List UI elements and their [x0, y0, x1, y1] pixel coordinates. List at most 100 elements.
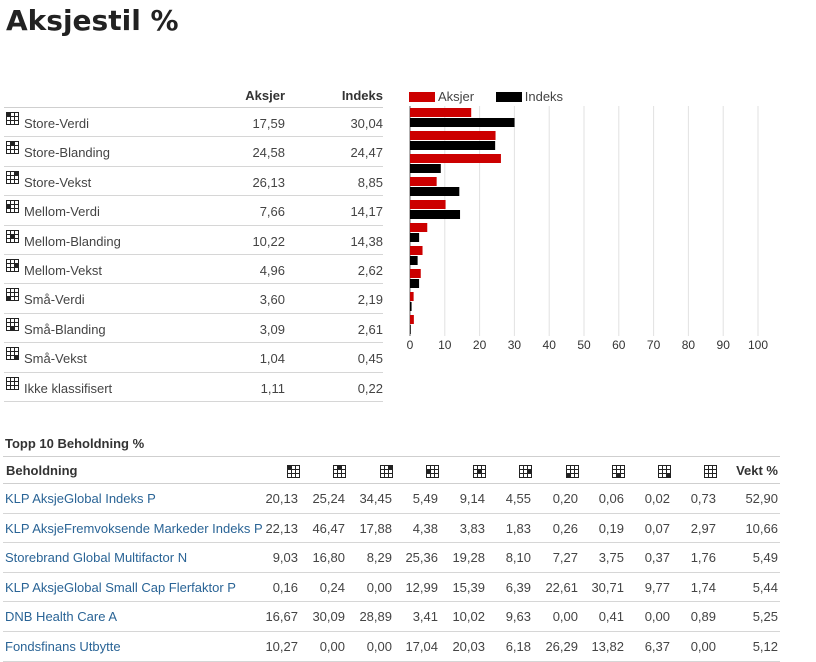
style-row: Mellom-Blanding 10,22 14,38: [4, 226, 383, 255]
style-row-label: Store-Blanding: [24, 145, 110, 161]
col-header-beholdning: Beholdning: [6, 463, 78, 478]
bar-aksjer-3: [410, 177, 437, 186]
style-row-icon-wrap: [6, 376, 19, 390]
holding-style-value: 1,83: [505, 520, 531, 536]
style-row-icon-wrap: [6, 170, 19, 184]
style-box-large-value-icon: [6, 112, 19, 125]
holding-style-value: 22,61: [545, 579, 578, 595]
holdings-title: Topp 10 Beholdning %: [5, 436, 145, 451]
style-box-mid-growth-icon: [519, 465, 532, 478]
holding-style-value: 17,04: [405, 638, 438, 654]
style-row-aksjer-value: 1,11: [260, 380, 285, 396]
style-row-indeks-value: 8,85: [357, 174, 383, 190]
holding-style-value: 28,89: [359, 609, 392, 625]
holdings-col-icon-wrap: [658, 465, 671, 478]
holding-style-value: 16,67: [265, 609, 298, 625]
style-row-indeks-value: 24,47: [350, 145, 383, 161]
holding-weight-value: 5,49: [752, 550, 778, 566]
bar-aksjer-0: [410, 108, 472, 117]
style-row-icon-wrap: [6, 229, 19, 243]
style-row: Mellom-Verdi 7,66 14,17: [4, 196, 383, 226]
holdings-col-icon-wrap: [333, 465, 346, 478]
style-box-mid-blend-icon: [6, 229, 19, 243]
holding-style-value: 10,27: [265, 638, 298, 654]
holding-style-value: 26,29: [545, 638, 578, 654]
holding-style-value: 0,00: [366, 638, 392, 654]
holding-weight-value: 5,12: [752, 638, 778, 654]
bar-indeks-8: [410, 302, 412, 311]
holding-row: DNB Health Care A 16,67 30,09 28,89 3,41 10,0…: [3, 602, 780, 632]
holdings-col-icon-wrap: [380, 465, 393, 478]
style-row-label: Små-Verdi: [24, 292, 85, 308]
holdings-col-icon-wrap: [473, 465, 486, 478]
holding-style-value: 0,19: [598, 520, 624, 536]
holding-style-value: 0,73: [690, 491, 716, 506]
holding-style-value: 30,09: [312, 609, 345, 625]
holding-style-value: 0,06: [598, 491, 624, 506]
holding-name-link[interactable]: KLP AksjeFremvoksende Markeder Indeks P: [5, 520, 263, 536]
bar-aksjer-1: [410, 131, 496, 140]
col-header-indeks: Indeks: [341, 88, 383, 103]
style-row-indeks-value: 30,04: [350, 116, 383, 131]
holding-style-value: 19,28: [452, 550, 485, 566]
style-row-icon-wrap: [6, 112, 19, 125]
style-row-icon-wrap: [6, 288, 19, 302]
style-row: Store-Verdi 17,59 30,04: [4, 108, 383, 138]
x-tick-label-90: 90: [717, 338, 731, 352]
holding-weight-value: 10,66: [745, 520, 778, 536]
holding-style-value: 7,27: [552, 550, 578, 566]
style-row-icon-wrap: [6, 200, 19, 214]
style-box-large-growth-icon: [380, 465, 393, 478]
style-row-icon-wrap: [6, 347, 19, 361]
page-title: Aksjestil %: [6, 4, 179, 37]
holding-style-value: 1,76: [690, 550, 716, 566]
holdings-col-icon-wrap: [426, 465, 439, 478]
style-box-large-value-icon: [287, 465, 300, 478]
style-table: Aksjer Indeks Store-Verdi 17,59 30,04 Store…: [4, 84, 383, 402]
style-row-indeks-value: 14,38: [350, 233, 383, 249]
style-row: Ikke klassifisert 1,11 0,22: [4, 373, 383, 402]
style-row-label: Store-Verdi: [24, 116, 90, 131]
holding-name-link[interactable]: KLP AksjeGlobal Small Cap Flerfaktor P: [5, 579, 236, 595]
holdings-col-icon-wrap: [566, 465, 579, 478]
style-row-indeks-value: 2,19: [357, 292, 383, 308]
style-row-indeks-value: 2,62: [357, 262, 383, 278]
holding-style-value: 9,63: [505, 609, 531, 625]
holding-name-link[interactable]: Storebrand Global Multifactor N: [5, 550, 188, 566]
bar-indeks-9: [410, 325, 411, 334]
legend-swatch-indeks: [495, 91, 522, 102]
holding-style-value: 3,75: [598, 550, 624, 566]
style-row-label: Små-Vekst: [24, 351, 87, 367]
holding-row: Fondsfinans Utbytte 10,27 0,00 0,00 17,04 20,…: [3, 632, 780, 662]
x-tick-label-30: 30: [508, 338, 522, 352]
holding-name-link[interactable]: KLP AksjeGlobal Indeks P: [5, 491, 156, 506]
holding-style-value: 0,37: [644, 550, 670, 566]
legend-label-indeks: Indeks: [524, 89, 564, 104]
x-tick-label-40: 40: [543, 338, 557, 352]
style-box-empty-icon: [6, 376, 19, 390]
holding-name-link[interactable]: Fondsfinans Utbytte: [5, 638, 121, 654]
holding-style-value: 2,97: [690, 520, 716, 536]
bar-aksjer-6: [410, 246, 423, 255]
holding-style-value: 0,20: [552, 491, 578, 506]
x-tick-label-10: 10: [438, 338, 452, 352]
style-row-label: Mellom-Blanding: [24, 233, 121, 249]
holding-name-link[interactable]: DNB Health Care A: [5, 609, 117, 625]
col-header-vekt: Vekt %: [736, 463, 778, 478]
holding-row: KLP AksjeGlobal Small Cap Flerfaktor P 0,…: [3, 573, 780, 603]
holding-row: KLP AksjeFremvoksende Markeder Indeks P 2…: [3, 514, 780, 544]
holding-style-value: 10,02: [452, 609, 485, 625]
style-box-small-blend-icon: [612, 465, 625, 478]
holding-style-value: 1,74: [690, 579, 716, 595]
bar-aksjer-5: [410, 223, 428, 232]
style-row-icon-wrap: [6, 317, 19, 331]
holding-style-value: 17,88: [359, 520, 392, 536]
holding-style-value: 9,14: [459, 491, 485, 506]
holding-style-value: 46,47: [312, 520, 345, 536]
holding-style-value: 25,36: [405, 550, 438, 566]
legend-label-aksjer: Aksjer: [438, 89, 475, 104]
style-box-empty-icon: [704, 465, 717, 478]
holding-style-value: 6,39: [505, 579, 531, 595]
bar-aksjer-8: [410, 292, 414, 301]
style-row: Små-Verdi 3,60 2,19: [4, 284, 383, 314]
